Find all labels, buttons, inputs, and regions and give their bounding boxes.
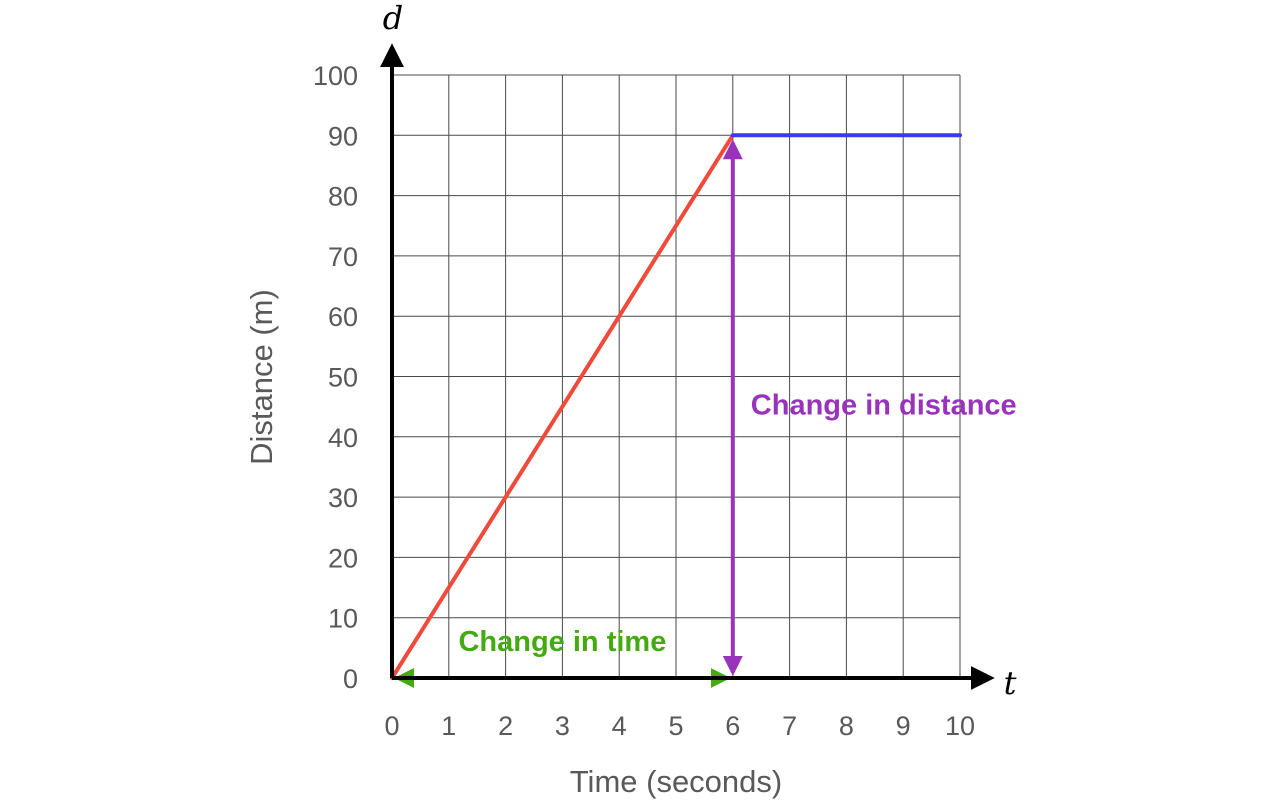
y-tick-label: 20 (328, 543, 358, 573)
x-tick-label: 6 (725, 711, 740, 741)
y-axis-variable: d (383, 0, 403, 37)
x-tick-label: 3 (555, 711, 570, 741)
grid (391, 74, 961, 679)
y-axis-title: Distance (m) (244, 289, 279, 465)
x-axis-title: Time (seconds) (570, 764, 782, 799)
y-tick-label: 10 (328, 604, 358, 634)
annotation-label-0: Change in time (458, 626, 666, 658)
y-tick-label: 40 (328, 423, 358, 453)
annotation-layer: Change in time Change in distance (394, 139, 1017, 688)
y-tick-label: 100 (313, 61, 358, 91)
x-tick-label: 5 (668, 711, 683, 741)
annotation-label-1: Change in distance (751, 390, 1017, 422)
x-tick-label: 9 (896, 711, 911, 741)
y-tick-label: 80 (328, 182, 358, 212)
x-tick-label: 1 (441, 711, 456, 741)
series-layer (390, 133, 962, 680)
x-tick-labels: 0 1 2 3 4 5 6 7 8 9 10 (384, 711, 975, 741)
x-axis-variable: t (1004, 664, 1017, 702)
axes-layer (380, 43, 995, 690)
y-tick-label: 70 (328, 242, 358, 272)
y-tick-label: 60 (328, 302, 358, 332)
x-tick-label: 4 (612, 711, 627, 741)
y-tick-label: 0 (343, 664, 358, 694)
series-line-0 (390, 133, 735, 680)
x-tick-label: 2 (498, 711, 513, 741)
x-tick-label: 10 (945, 711, 975, 741)
y-tick-label: 30 (328, 483, 358, 513)
y-tick-label: 50 (328, 363, 358, 393)
x-tick-label: 7 (782, 711, 797, 741)
y-tick-label: 90 (328, 121, 358, 151)
y-tick-labels: 0 10 20 30 40 50 60 70 80 90 100 (313, 61, 358, 694)
x-tick-label: 8 (839, 711, 854, 741)
x-tick-label: 0 (384, 711, 399, 741)
